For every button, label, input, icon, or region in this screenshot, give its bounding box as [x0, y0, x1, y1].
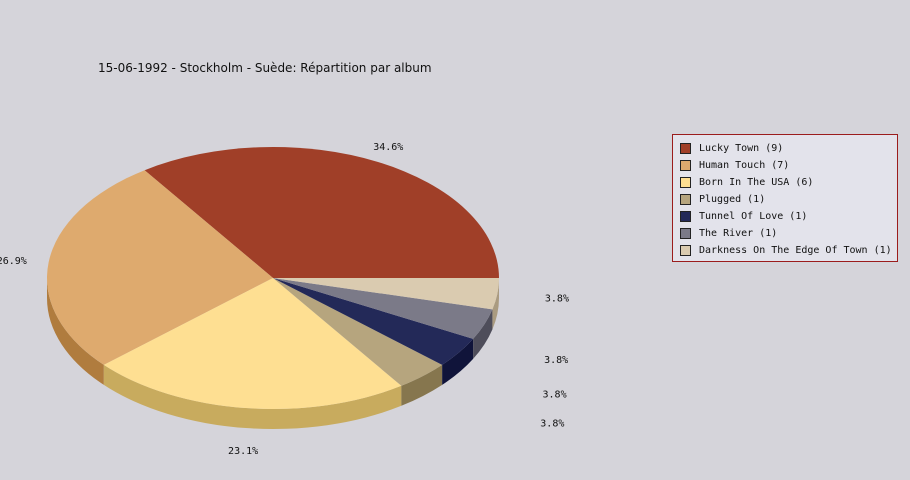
legend-item-lucky-town: Lucky Town (9): [680, 140, 897, 157]
legend-label: Human Touch (7): [699, 160, 790, 171]
legend-label: The River (1): [699, 228, 778, 239]
pie-slice-side-darkness-on-the-edge-of-town: [492, 278, 499, 330]
legend-swatch: [680, 177, 691, 188]
pie-depth-layer: [47, 278, 499, 430]
legend-swatch: [680, 228, 691, 239]
legend-swatch: [680, 211, 691, 222]
pie-slice-the-river: [273, 278, 493, 339]
legend-swatch: [680, 245, 691, 256]
legend-label: Born In The USA (6): [699, 177, 814, 188]
chart-title: 15-06-1992 - Stockholm - Suède: Répartit…: [98, 61, 432, 75]
legend-label: Plugged (1): [699, 194, 766, 205]
pie-slices-layer: [46, 147, 499, 409]
pie-slice-plugged: [273, 278, 443, 386]
pie-percent-label: 3.8%: [544, 355, 568, 366]
pie-slice-human-touch: [46, 170, 274, 365]
legend-label: Lucky Town (9): [699, 143, 784, 154]
pie-slice-side-plugged: [401, 364, 443, 406]
pie-percent-label: 3.8%: [545, 293, 569, 304]
legend-item-plugged: Plugged (1): [680, 191, 897, 208]
legend-item-the-river: The River (1): [680, 225, 897, 242]
pie-slice-lucky-town: [144, 147, 499, 278]
pie-slice-side-tunnel-of-love: [442, 338, 474, 385]
legend-item-darkness-on-the-edge-of-town: Darkness On The Edge Of Town (1): [680, 242, 897, 259]
legend-item-human-touch: Human Touch (7): [680, 157, 897, 174]
pie-percent-label: 3.8%: [543, 389, 567, 400]
legend-item-born-in-the-usa: Born In The USA (6): [680, 174, 897, 191]
legend: Lucky Town (9) Human Touch (7) Born In The…: [672, 134, 898, 262]
pie-slice-side-born-in-the-usa: [103, 364, 402, 430]
pie-slice-side-human-touch: [47, 278, 104, 385]
pie-slice-darkness-on-the-edge-of-town: [273, 278, 499, 310]
pie-slice-tunnel-of-love: [273, 278, 474, 365]
legend-label: Darkness On The Edge Of Town (1): [699, 245, 892, 256]
pie-percent-label: 3.8%: [540, 419, 564, 430]
legend-swatch: [680, 160, 691, 171]
pie-percent-label: 23.1%: [228, 446, 258, 457]
pie-percent-label: 34.6%: [373, 142, 403, 153]
pie-slice-born-in-the-usa: [103, 278, 402, 409]
legend-item-tunnel-of-love: Tunnel Of Love (1): [680, 208, 897, 225]
pie-percent-label: 26.9%: [0, 256, 27, 267]
legend-swatch: [680, 143, 691, 154]
legend-label: Tunnel Of Love (1): [699, 211, 808, 222]
legend-swatch: [680, 194, 691, 205]
pie-labels-layer: 34.6% 26.9% 23.1% 3.8% 3.8% 3.8% 3.8%: [0, 142, 569, 457]
pie-slice-side-the-river: [473, 309, 493, 359]
